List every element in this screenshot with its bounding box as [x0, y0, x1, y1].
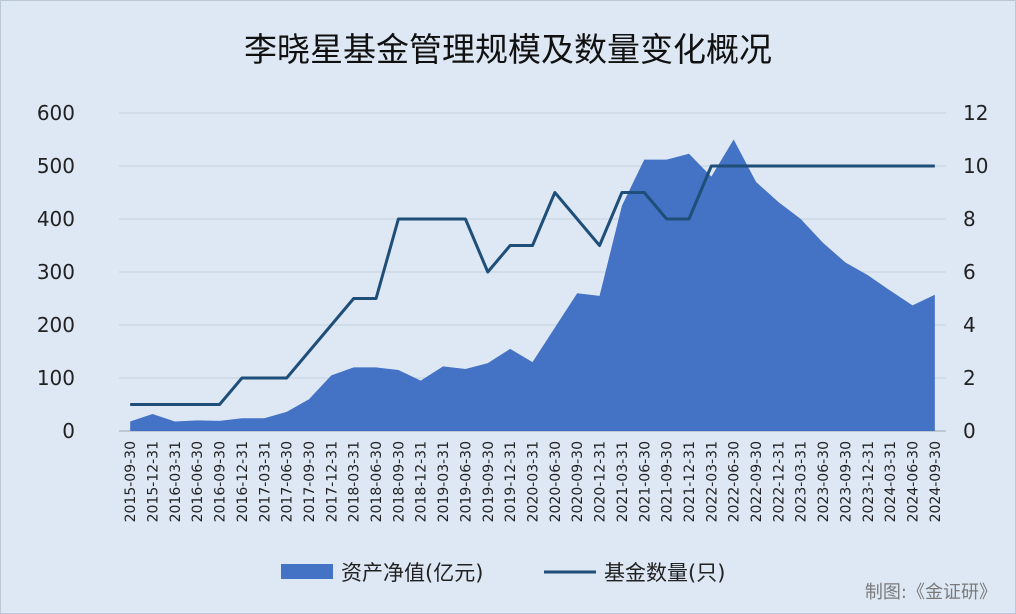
left-tick-5: 500 [37, 154, 75, 178]
legend-label-line: 基金数量(只) [604, 561, 725, 585]
right-tick-5: 10 [963, 154, 988, 178]
left-tick-6: 600 [37, 101, 75, 125]
left-axis-ticks: 0 100 200 300 400 500 600 [37, 101, 75, 443]
x-tick-27: 2022-06-30 [727, 441, 743, 522]
series-area-net-assets [130, 139, 935, 431]
x-tick-6: 2017-03-31 [257, 441, 273, 522]
x-tick-20: 2020-09-30 [570, 441, 586, 522]
x-tick-11: 2018-06-30 [369, 441, 385, 522]
x-tick-16: 2019-09-30 [481, 441, 497, 522]
x-tick-7: 2017-06-30 [280, 441, 296, 522]
right-axis-ticks: 0 2 4 6 8 10 12 [963, 101, 988, 443]
x-tick-24: 2021-09-30 [660, 441, 676, 522]
x-tick-32: 2023-09-30 [838, 441, 854, 522]
x-tick-1: 2015-12-31 [146, 441, 162, 522]
legend: 资产净值(亿元) 基金数量(只) [281, 561, 725, 585]
x-tick-26: 2022-03-31 [704, 441, 720, 522]
x-tick-25: 2021-12-31 [682, 441, 698, 522]
x-tick-22: 2021-03-31 [615, 441, 631, 522]
chart-title: 李晓星基金管理规模及数量变化概况 [244, 30, 772, 69]
series-area-group [130, 139, 935, 431]
x-tick-12: 2018-09-30 [391, 441, 407, 522]
x-tick-23: 2021-06-30 [637, 441, 653, 522]
right-tick-0: 0 [963, 419, 976, 443]
x-tick-34: 2024-03-31 [883, 441, 899, 522]
series-line-fund-count [130, 164, 935, 406]
right-tick-1: 2 [963, 366, 976, 390]
x-tick-0: 2015-09-30 [123, 441, 139, 522]
right-tick-3: 6 [963, 260, 976, 284]
x-tick-17: 2019-12-31 [503, 441, 519, 522]
x-tick-4: 2016-09-30 [213, 441, 229, 522]
x-tick-13: 2018-12-31 [414, 441, 430, 522]
x-tick-36: 2024-09-30 [928, 441, 944, 522]
x-tick-9: 2017-12-31 [324, 441, 340, 522]
left-tick-1: 100 [37, 366, 75, 390]
x-tick-18: 2020-03-31 [526, 441, 542, 522]
x-tick-19: 2020-06-30 [548, 441, 564, 522]
x-tick-35: 2024-06-30 [905, 441, 921, 522]
x-tick-3: 2016-06-30 [190, 441, 206, 522]
right-tick-2: 4 [963, 313, 976, 337]
x-tick-2: 2016-03-31 [168, 441, 184, 522]
x-tick-8: 2017-09-30 [302, 441, 318, 522]
x-tick-5: 2016-12-31 [235, 441, 251, 522]
left-tick-3: 300 [37, 260, 75, 284]
legend-swatch-area [281, 564, 333, 579]
legend-label-area: 资产净值(亿元) [341, 561, 483, 585]
x-axis-ticks: 2015-09-30 2015-12-31 2016-03-31 2016-06-30… [123, 441, 944, 522]
x-tick-28: 2022-09-30 [749, 441, 765, 522]
series-line-group [130, 164, 935, 406]
x-tick-30: 2023-03-31 [794, 441, 810, 522]
x-tick-15: 2019-06-30 [458, 441, 474, 522]
x-tick-10: 2018-03-31 [347, 441, 363, 522]
x-tick-33: 2023-12-31 [861, 441, 877, 522]
credit-text: 制图:《金证研》 [865, 582, 997, 603]
left-tick-4: 400 [37, 207, 75, 231]
x-tick-14: 2019-03-31 [436, 441, 452, 522]
x-tick-31: 2023-06-30 [816, 441, 832, 522]
right-tick-4: 8 [963, 207, 976, 231]
left-tick-0: 0 [62, 419, 75, 443]
x-tick-29: 2022-12-31 [771, 441, 787, 522]
right-tick-6: 12 [963, 101, 988, 125]
left-tick-2: 200 [37, 313, 75, 337]
x-tick-21: 2020-12-31 [593, 441, 609, 522]
